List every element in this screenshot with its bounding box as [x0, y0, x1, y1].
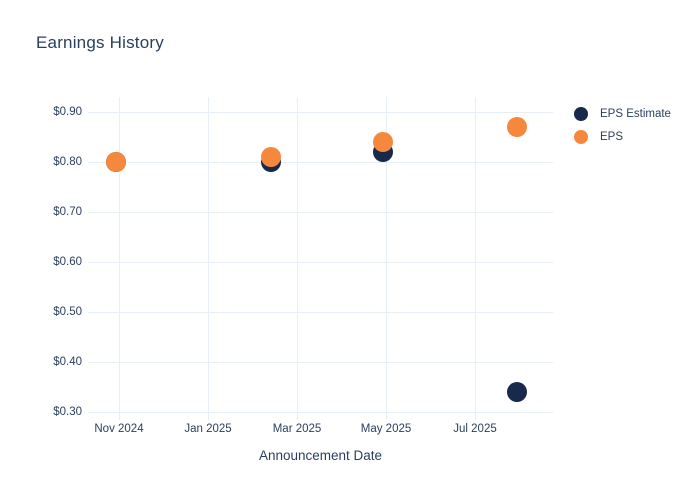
- h-gridline: [88, 212, 553, 213]
- x-tick-label: Jan 2025: [184, 423, 232, 435]
- v-gridline: [208, 97, 210, 420]
- h-gridline: [88, 162, 553, 163]
- legend-label: EPS: [600, 130, 624, 143]
- y-tick-label: $0.50: [53, 306, 82, 318]
- y-tick-label: $0.30: [53, 406, 82, 418]
- y-tick-label: $0.40: [53, 356, 82, 368]
- x-tick-label: Nov 2024: [94, 423, 144, 435]
- y-tick-label: $0.80: [53, 156, 82, 168]
- data-point-eps[interactable]: [105, 152, 126, 172]
- y-tick-label: $0.60: [53, 256, 82, 268]
- h-gridline: [88, 312, 553, 313]
- data-point-eps[interactable]: [372, 132, 393, 152]
- legend-marker-eps: [574, 129, 588, 144]
- legend-item-eps_estimate[interactable]: EPS Estimate: [574, 102, 671, 125]
- h-gridline: [88, 412, 553, 413]
- v-gridline: [119, 97, 120, 420]
- plot-area: [88, 97, 553, 420]
- x-tick-label: Mar 2025: [272, 423, 322, 435]
- h-gridline: [88, 112, 553, 113]
- legend-marker-eps_estimate: [574, 106, 588, 121]
- x-tick-label: Jul 2025: [453, 423, 497, 435]
- legend-label: EPS Estimate: [600, 107, 671, 120]
- v-gridline: [386, 97, 388, 420]
- y-tick-label: $0.90: [53, 106, 82, 118]
- legend: EPS Estimate EPS: [574, 102, 671, 148]
- x-tick-label: May 2025: [360, 423, 412, 435]
- h-gridline: [88, 362, 553, 363]
- h-gridline: [88, 262, 553, 263]
- data-point-eps_estimate[interactable]: [507, 382, 528, 402]
- data-point-eps[interactable]: [507, 117, 528, 137]
- v-gridline: [475, 97, 477, 420]
- legend-item-eps[interactable]: EPS: [574, 125, 671, 148]
- data-point-eps[interactable]: [261, 147, 282, 167]
- v-gridline: [297, 97, 299, 420]
- y-tick-label: $0.70: [53, 206, 82, 218]
- chart-title: Earnings History: [36, 33, 164, 52]
- x-axis-title: Announcement Date: [258, 448, 383, 463]
